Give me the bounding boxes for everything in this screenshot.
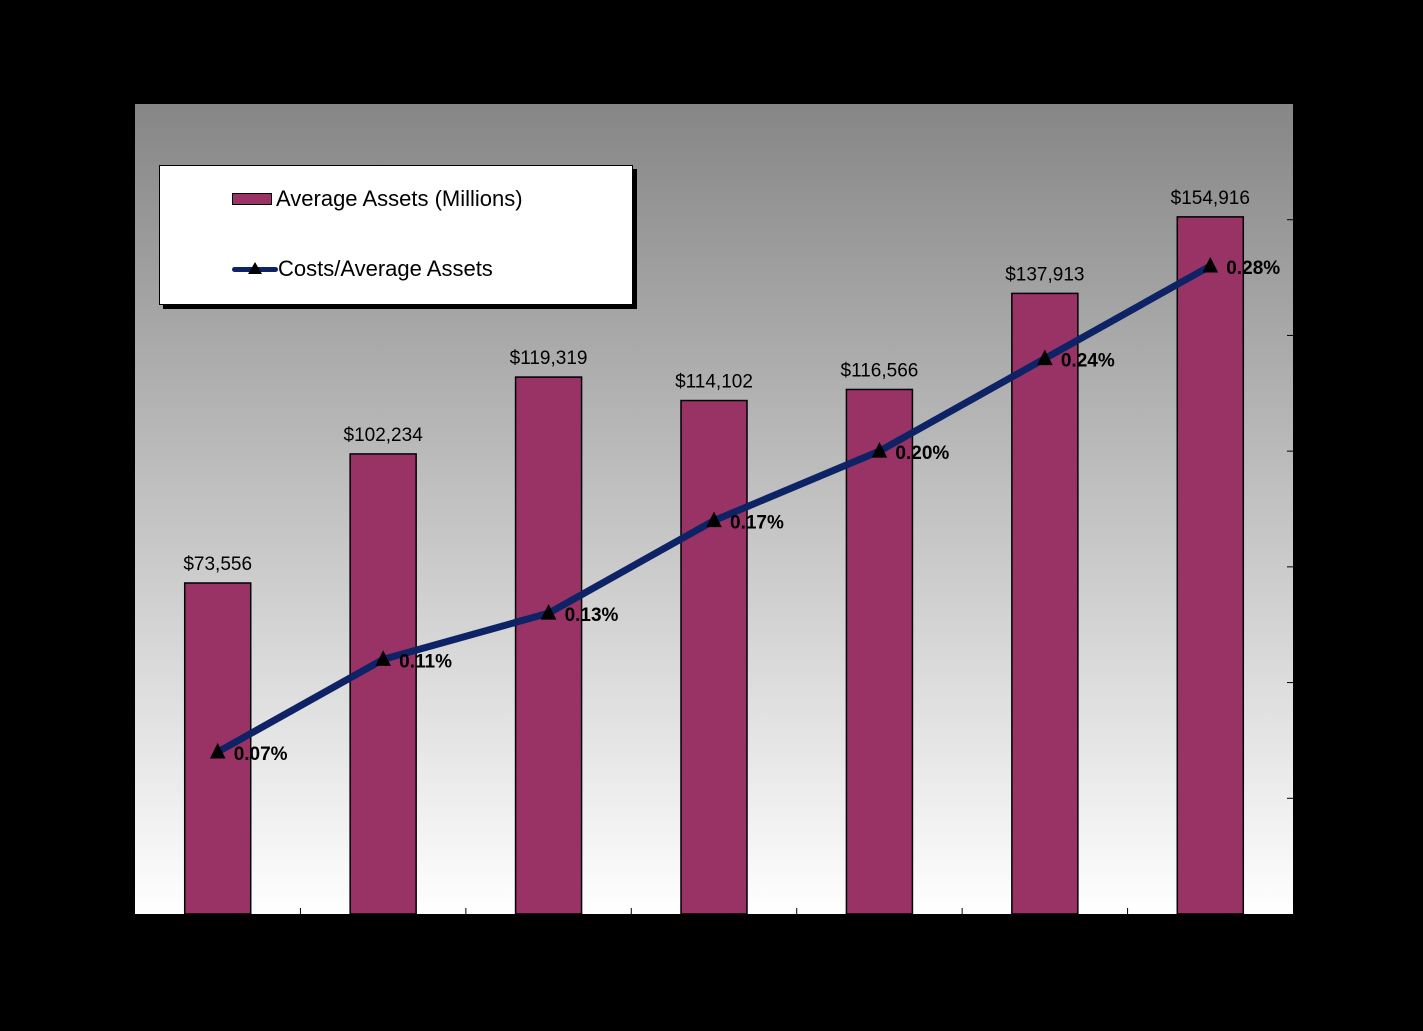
line-value-label: 0.17% bbox=[730, 513, 784, 534]
bar-value-label: $116,566 bbox=[841, 360, 919, 381]
line-series-costs-average-assets bbox=[209, 256, 1219, 759]
bar bbox=[349, 453, 417, 915]
bar-value-label: $119,319 bbox=[510, 348, 588, 369]
bar-value-label: $154,916 bbox=[1171, 188, 1250, 209]
legend-item-costs-average-assets: Costs/Average Assets bbox=[232, 256, 493, 282]
bar-value-label: $102,234 bbox=[344, 425, 424, 446]
legend-label-costs-average-assets: Costs/Average Assets bbox=[278, 256, 493, 281]
bar-value-labels: $73,556 $102,234 $119,319 $114,102 $116,566 $… bbox=[183, 188, 1250, 575]
triangle-marker bbox=[540, 604, 557, 620]
bar bbox=[1011, 292, 1079, 915]
triangle-marker bbox=[1202, 256, 1219, 273]
legend-line-swatch-icon bbox=[232, 262, 278, 276]
bar-value-label: $73,556 bbox=[183, 554, 252, 575]
line-value-label: 0.13% bbox=[565, 605, 619, 626]
bar-value-label: $137,913 bbox=[1005, 264, 1084, 285]
bar bbox=[680, 399, 748, 915]
line-value-label: 0.11% bbox=[399, 651, 452, 672]
triangle-marker bbox=[375, 650, 391, 666]
line-value-label: 0.24% bbox=[1061, 351, 1115, 372]
bar-value-label: $114,102 bbox=[675, 372, 753, 393]
bar bbox=[1176, 216, 1245, 915]
triangle-marker bbox=[871, 442, 888, 458]
line-value-labels: 0.07% 0.11% 0.13% 0.17% 0.20% 0.24% 0.28% bbox=[234, 258, 1281, 765]
triangle-marker bbox=[1037, 349, 1053, 366]
triangle-marker bbox=[209, 742, 226, 759]
legend-label-average-assets: Average Assets (Millions) bbox=[276, 186, 523, 211]
axes bbox=[129, 193, 1293, 914]
bar bbox=[845, 388, 914, 915]
bar bbox=[514, 376, 583, 915]
line-value-label: 0.28% bbox=[1226, 258, 1280, 279]
legend: Average Assets (Millions) Costs/Average … bbox=[159, 165, 633, 305]
legend-item-average-assets: Average Assets (Millions) bbox=[232, 186, 523, 212]
line-value-label: 0.20% bbox=[895, 443, 949, 464]
line-value-label: 0.07% bbox=[234, 744, 288, 765]
legend-bar-swatch-icon bbox=[232, 193, 272, 205]
triangle-marker bbox=[706, 511, 722, 528]
